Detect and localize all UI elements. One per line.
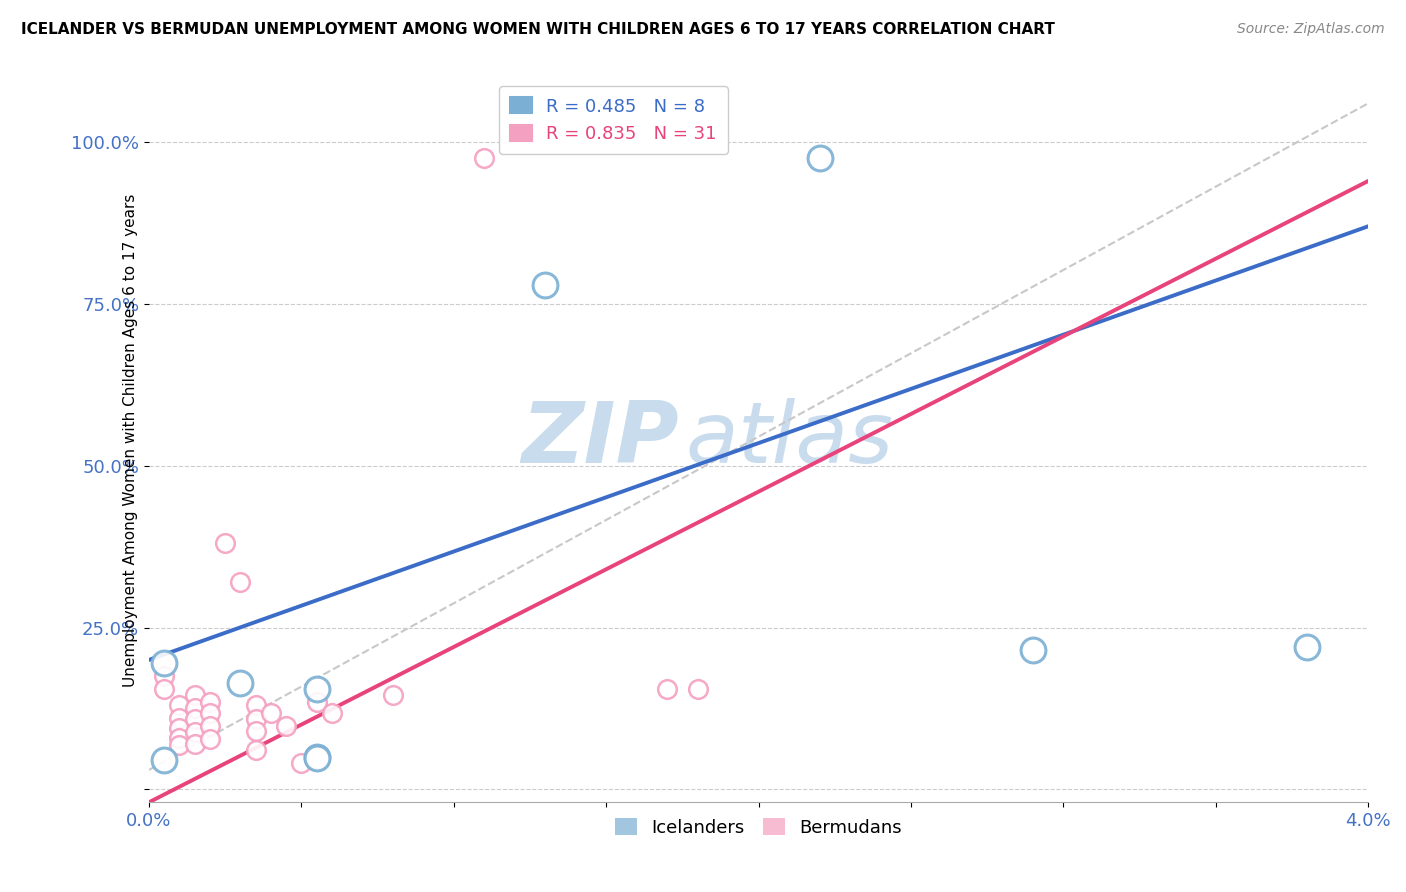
Point — [305, 751, 328, 765]
Point — [169, 698, 191, 713]
Point — [472, 152, 495, 166]
Point — [198, 695, 221, 709]
Point — [655, 681, 678, 696]
Point — [534, 277, 557, 292]
Point — [153, 656, 176, 670]
Point — [153, 669, 176, 683]
Text: Source: ZipAtlas.com: Source: ZipAtlas.com — [1237, 22, 1385, 37]
Point — [1022, 643, 1045, 657]
Point — [183, 737, 205, 751]
Legend: Icelanders, Bermudans: Icelanders, Bermudans — [609, 811, 908, 844]
Point — [1296, 640, 1319, 654]
Point — [245, 743, 267, 757]
Point — [198, 706, 221, 720]
Point — [169, 731, 191, 745]
Point — [153, 753, 176, 767]
Point — [305, 750, 328, 764]
Point — [305, 695, 328, 709]
Point — [245, 724, 267, 739]
Point — [321, 706, 343, 720]
Point — [305, 681, 328, 696]
Point — [381, 689, 404, 703]
Point — [198, 719, 221, 733]
Point — [214, 536, 236, 550]
Point — [245, 713, 267, 727]
Point — [198, 731, 221, 746]
Point — [229, 675, 252, 690]
Point — [169, 711, 191, 725]
Point — [686, 681, 709, 696]
Point — [183, 701, 205, 715]
Point — [169, 739, 191, 753]
Point — [169, 721, 191, 735]
Point — [183, 713, 205, 727]
Point — [290, 756, 312, 771]
Point — [183, 725, 205, 739]
Point — [808, 152, 831, 166]
Text: ICELANDER VS BERMUDAN UNEMPLOYMENT AMONG WOMEN WITH CHILDREN AGES 6 TO 17 YEARS : ICELANDER VS BERMUDAN UNEMPLOYMENT AMONG… — [21, 22, 1054, 37]
Point — [183, 689, 205, 703]
Point — [245, 698, 267, 713]
Text: atlas: atlas — [685, 399, 893, 482]
Point — [276, 719, 298, 733]
Y-axis label: Unemployment Among Women with Children Ages 6 to 17 years: Unemployment Among Women with Children A… — [122, 194, 138, 687]
Point — [229, 575, 252, 590]
Text: ZIP: ZIP — [522, 399, 679, 482]
Point — [260, 706, 283, 720]
Point — [153, 681, 176, 696]
